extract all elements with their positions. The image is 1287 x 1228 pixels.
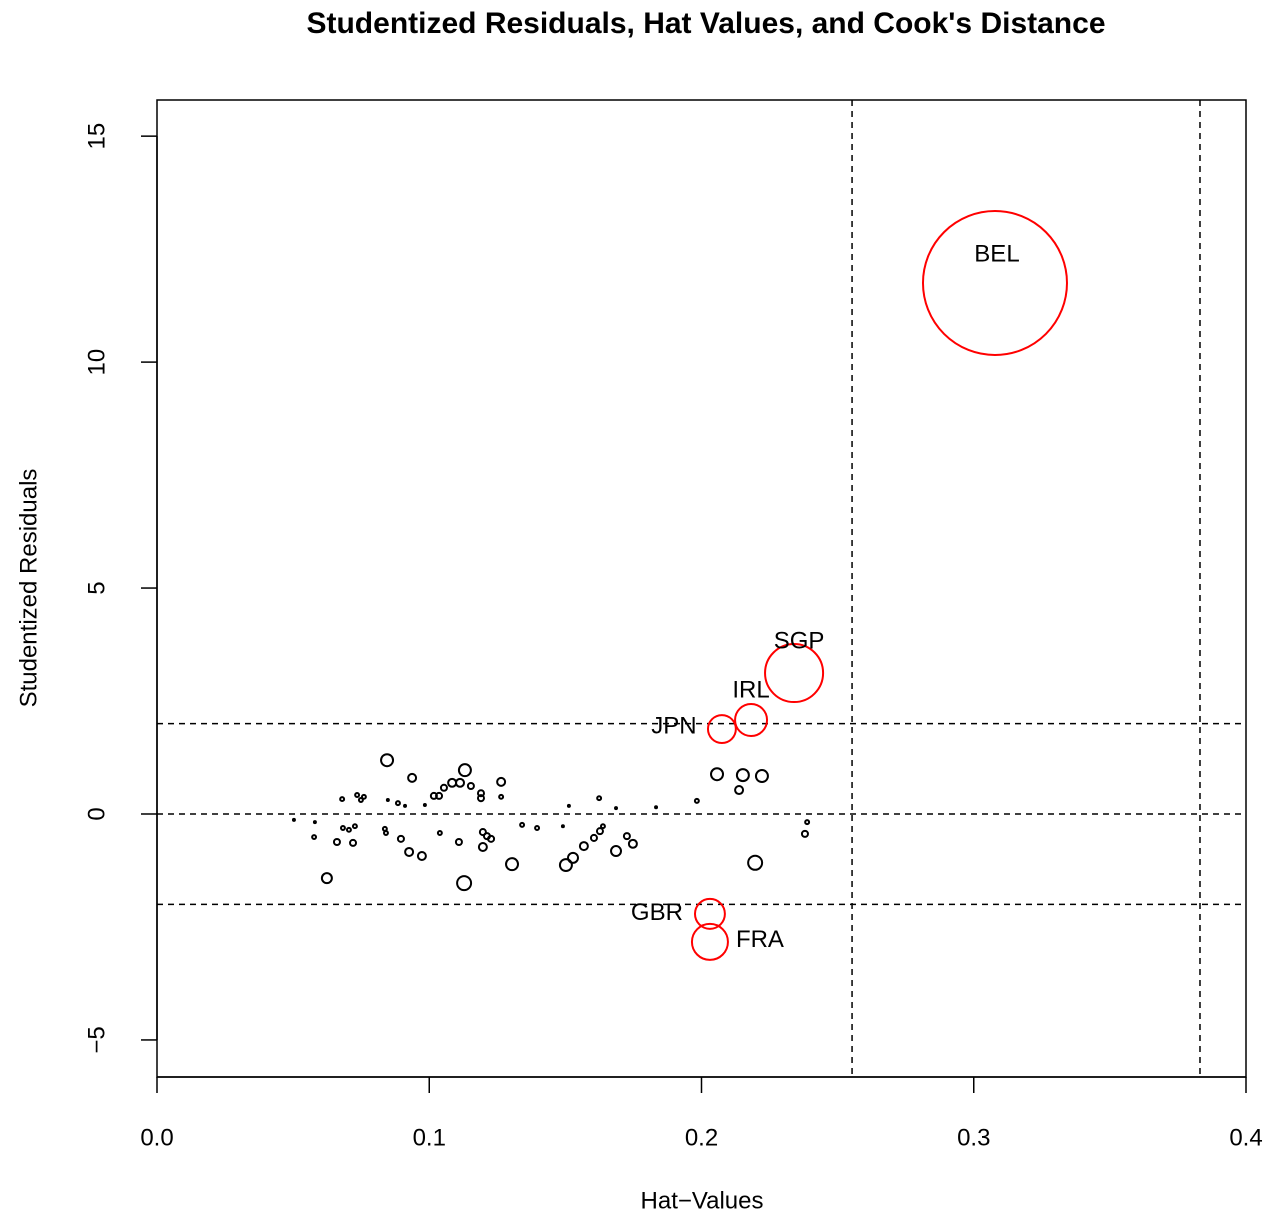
- bubble: [804, 819, 811, 826]
- y-tick-label: 5: [83, 581, 110, 594]
- bubble: [416, 851, 427, 862]
- bubble: [407, 772, 418, 783]
- bubble: [291, 817, 296, 822]
- point-label: JPN: [651, 712, 696, 739]
- bubble: [610, 845, 623, 858]
- bubble: [456, 875, 473, 892]
- bubble: [519, 821, 526, 828]
- y-tick-label: 0: [83, 807, 110, 820]
- bubble: [339, 825, 346, 831]
- bubble: [455, 777, 465, 788]
- bubble: [734, 785, 745, 796]
- bubble: [754, 769, 769, 784]
- bubble: [360, 793, 367, 800]
- point-label: SGP: [774, 627, 825, 654]
- bubble: [345, 826, 352, 833]
- bubble: [478, 828, 487, 837]
- bubble: [447, 777, 458, 788]
- bubble: [403, 803, 408, 808]
- bubble: [622, 832, 631, 841]
- x-tick-label: 0.3: [957, 1124, 990, 1151]
- bubble: [457, 763, 472, 778]
- bubble: [312, 820, 317, 825]
- bubble: [477, 842, 488, 852]
- bubble: [404, 846, 415, 857]
- bubble: [435, 791, 444, 800]
- bubble: [558, 858, 573, 873]
- bubble: [311, 834, 318, 841]
- bubble: [357, 797, 364, 803]
- bubble: [921, 210, 1068, 357]
- bubble: [560, 824, 565, 829]
- bubble: [339, 796, 346, 803]
- bubble: [627, 838, 638, 849]
- bubble: [380, 753, 395, 768]
- bubble: [706, 714, 737, 744]
- point-label: IRL: [732, 676, 769, 703]
- x-axis-label: Hat−Values: [641, 1187, 764, 1214]
- bubble: [354, 792, 361, 798]
- bubble: [614, 806, 618, 811]
- bubble: [534, 825, 541, 831]
- y-tick-label: 15: [83, 123, 110, 150]
- y-tick-label: −5: [83, 1026, 110, 1053]
- bubble: [710, 767, 725, 782]
- bubble: [454, 838, 463, 847]
- bubble: [567, 851, 579, 864]
- bubble: [422, 802, 427, 807]
- point-label: BEL: [974, 240, 1019, 267]
- bubble: [589, 833, 598, 842]
- bubble: [487, 834, 496, 843]
- bubble: [466, 781, 475, 790]
- y-tick-label: 10: [83, 349, 110, 376]
- bubble: [436, 830, 443, 836]
- point-label: FRA: [736, 926, 784, 953]
- bubble: [596, 795, 603, 802]
- bubble: [320, 872, 333, 885]
- bubble: [566, 803, 571, 808]
- plot-box: [156, 99, 1247, 1078]
- bubble: [394, 800, 401, 807]
- bubble: [385, 798, 390, 802]
- bubble: [595, 827, 604, 836]
- bubble: [505, 857, 520, 872]
- x-tick-label: 0.2: [685, 1124, 718, 1151]
- bubble: [747, 854, 764, 871]
- bubble: [382, 830, 389, 836]
- bubble: [693, 897, 726, 930]
- bubble: [476, 794, 485, 803]
- bubble: [498, 793, 505, 800]
- bubble: [351, 823, 358, 830]
- x-tick-label: 0.1: [413, 1124, 446, 1151]
- bubble: [496, 776, 507, 787]
- bubble: [332, 838, 341, 847]
- bubble: [476, 789, 485, 798]
- bubble: [439, 783, 448, 792]
- x-tick-label: 0.4: [1229, 1124, 1262, 1151]
- bubble: [735, 768, 750, 783]
- bubble: [396, 834, 405, 843]
- y-axis-label: Studentized Residuals: [15, 469, 42, 708]
- bubble: [578, 841, 589, 852]
- bubble: [599, 823, 606, 830]
- bubble: [764, 642, 825, 704]
- bubble: [349, 838, 358, 847]
- bubble: [693, 797, 700, 804]
- bubble: [654, 805, 659, 810]
- point-label: GBR: [631, 899, 683, 926]
- bubble: [800, 829, 809, 838]
- chart-title: Studentized Residuals, Hat Values, and C…: [306, 7, 1105, 40]
- bubble: [690, 922, 729, 961]
- bubble: [734, 703, 769, 738]
- x-tick-label: 0.0: [140, 1124, 173, 1151]
